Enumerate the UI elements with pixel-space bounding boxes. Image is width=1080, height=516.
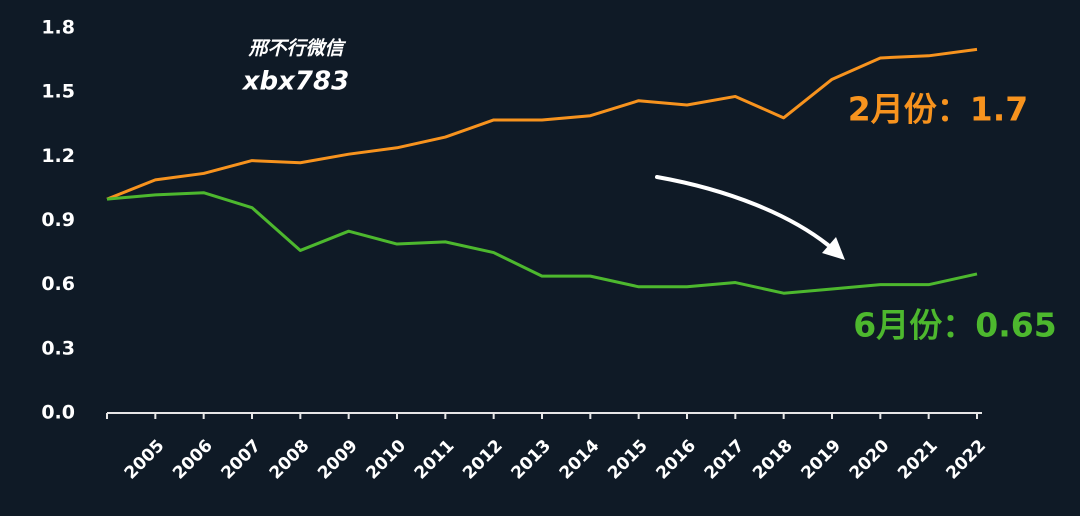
arrow-head	[822, 237, 845, 260]
annotation: 2月份：1.7	[848, 90, 1028, 129]
y-tick-label: 0.6	[41, 273, 75, 295]
y-tick-label: 0.3	[41, 337, 75, 359]
y-tick-label: 0.9	[41, 209, 75, 231]
watermark: 邢不行微信	[247, 38, 346, 60]
y-tick-label: 1.5	[41, 81, 75, 103]
y-tick-label: 1.2	[41, 145, 75, 167]
line-series	[106, 47, 978, 201]
watermark: xbx783	[241, 67, 349, 97]
y-tick-label: 0.0	[41, 402, 75, 424]
annotation: 6月份：0.65	[853, 306, 1056, 345]
arrow	[655, 175, 830, 247]
y-tick-label: 1.8	[41, 17, 75, 39]
line-series	[106, 191, 978, 295]
